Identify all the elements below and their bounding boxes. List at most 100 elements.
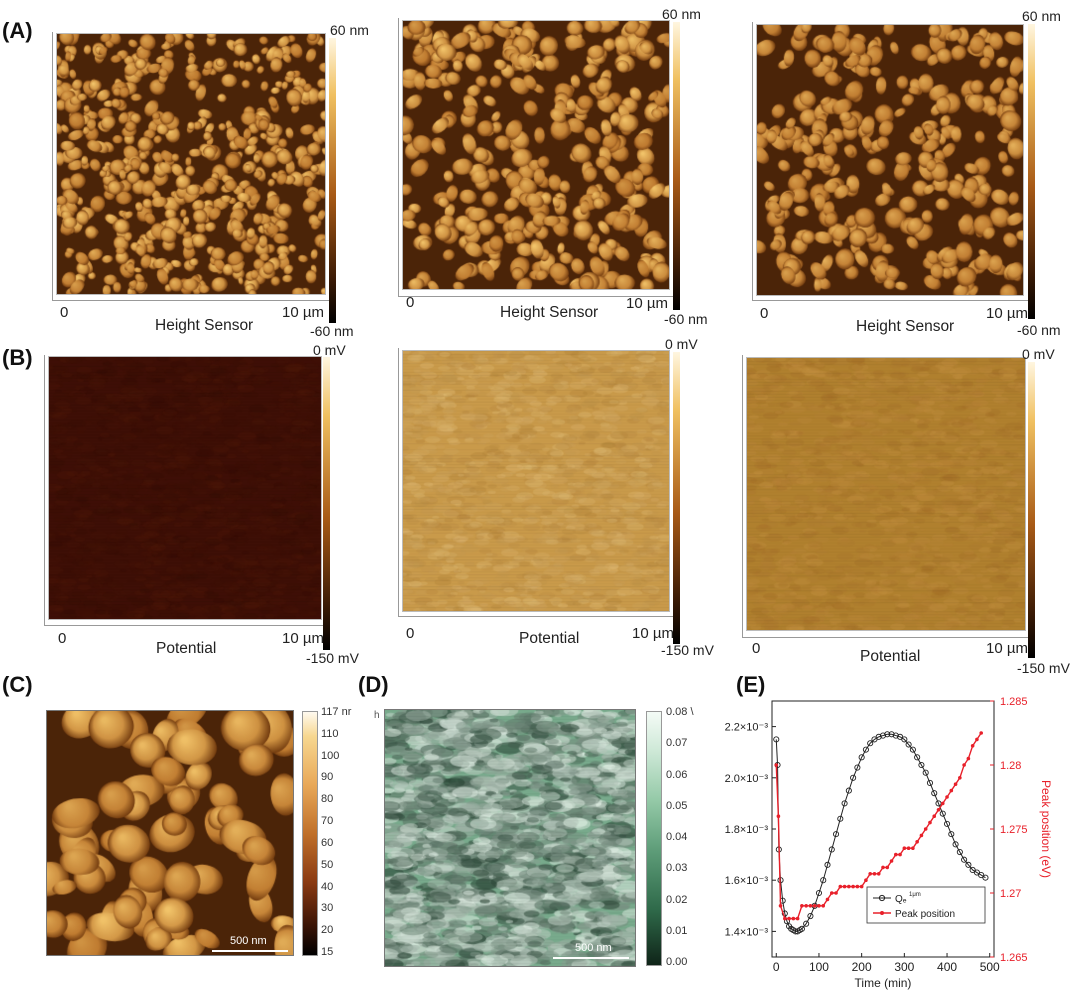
- qe-point: [867, 740, 874, 747]
- colorbar-c-tick: 30: [321, 902, 334, 915]
- scale-b2-min: 0: [406, 625, 415, 642]
- peak-point: [949, 788, 954, 793]
- colorbar-d-tick: 0.04: [666, 831, 688, 843]
- peak-point: [864, 878, 868, 882]
- height-colorbar-a3: [1028, 24, 1035, 319]
- x-axis-label: Time (min): [855, 976, 912, 990]
- peak-point: [808, 904, 813, 908]
- peak-point: [829, 891, 834, 895]
- qe-point: [901, 736, 908, 743]
- colorbar-b3-bottom: -150 mV: [1017, 660, 1070, 676]
- peak-point: [958, 776, 962, 780]
- height-map-a3: [756, 24, 1024, 296]
- colorbar-c-tick: 80: [321, 793, 334, 806]
- qe-point: [892, 732, 899, 739]
- height-map-a1: [56, 33, 326, 295]
- peak-point: [911, 846, 915, 850]
- qe-point: [837, 815, 844, 822]
- qe-point: [807, 912, 814, 920]
- qe-point: [798, 925, 805, 932]
- caption-a3: Height Sensor: [856, 318, 955, 335]
- qe-point: [973, 869, 980, 876]
- peak-point: [872, 872, 877, 876]
- peak-point: [979, 731, 983, 735]
- peak-point: [787, 916, 791, 921]
- peak-point: [906, 846, 911, 850]
- qe-point: [931, 790, 938, 797]
- qe-point: [854, 764, 861, 771]
- map-b1-frame: [44, 355, 327, 626]
- peak-point: [825, 897, 830, 902]
- scalebar-d-label: 500 nm: [575, 942, 612, 954]
- colorbar-c-tick: 110: [321, 727, 339, 740]
- colorbar-a3-top: 60 nm: [1022, 8, 1061, 24]
- legend-qe-superscript: 1μm: [909, 892, 921, 898]
- caption-b3: Potential: [860, 648, 921, 665]
- height-colorbar-a1: [329, 38, 336, 323]
- colorbar-c-tick: 15: [321, 946, 334, 958]
- scalebar-d-line: [553, 957, 629, 959]
- peak-point: [876, 872, 881, 876]
- colorbar-b1-bottom: -150 mV: [306, 650, 359, 666]
- colorbar-a1-bottom: -60 nm: [310, 323, 354, 339]
- y-left-tick-label: 1.8×10⁻³: [725, 824, 769, 836]
- peak-point: [834, 891, 838, 895]
- qe-point: [905, 741, 912, 748]
- peak-point: [945, 795, 949, 799]
- qe-point: [961, 856, 968, 863]
- peak-point: [962, 763, 966, 767]
- scale-a3-max: 10 µm: [986, 305, 1028, 322]
- colorbar-c-tick: 50: [321, 858, 334, 871]
- height-map-a2: [402, 20, 670, 290]
- qe-point: [926, 779, 934, 786]
- peak-point: [855, 884, 860, 889]
- panel-e-letter: (E): [736, 672, 766, 697]
- x-tick-label: 100: [809, 960, 829, 974]
- y-right-tick-label: 1.28: [1000, 760, 1021, 772]
- legend-qe-marker: [878, 894, 886, 902]
- caption-b2: Potential: [519, 630, 580, 647]
- map-b3-frame: [742, 355, 1029, 638]
- scale-a2-max: 10 µm: [626, 295, 668, 312]
- scalebar-c-line: [212, 950, 288, 952]
- colorbar-d-tick: 0.05: [666, 799, 688, 812]
- peak-point: [885, 865, 890, 870]
- colorbar-c-tick: 100: [321, 749, 340, 762]
- colorbar-c-tick: 40: [321, 880, 334, 893]
- qe-point: [841, 800, 848, 807]
- peak-point: [889, 859, 894, 863]
- qe-point: [922, 769, 929, 776]
- height-colorbar-a2: [673, 22, 680, 310]
- colorbar-c-tick: 117 nr: [321, 706, 352, 718]
- y-right-tick-label: 1.27: [1000, 888, 1021, 900]
- y-right-tick-label: 1.285: [1000, 696, 1028, 708]
- panel-a-letter: (A): [2, 18, 33, 43]
- scale-a2-min: 0: [406, 294, 415, 311]
- caption-b1: Potential: [156, 640, 217, 657]
- qe-point: [978, 872, 985, 879]
- caption-a2: Height Sensor: [500, 304, 599, 321]
- peak-point: [966, 756, 971, 761]
- y-right-tick-label: 1.265: [1000, 952, 1028, 964]
- qe-point: [871, 736, 878, 743]
- peak-point: [923, 827, 928, 831]
- qe-point: [828, 846, 835, 853]
- scale-b3-min: 0: [752, 640, 761, 657]
- afm-topography-c: [46, 710, 294, 956]
- peak-point: [932, 814, 937, 818]
- peak-point: [804, 904, 808, 908]
- qe-point: [879, 732, 887, 739]
- peak-point: [821, 904, 826, 908]
- potential-colorbar-b2: [673, 352, 680, 644]
- legend-box: [866, 886, 986, 924]
- peak-point: [868, 872, 872, 876]
- map-a1-frame: [52, 32, 331, 301]
- y-left-tick-label: 1.4×10⁻³: [725, 926, 769, 938]
- peak-point: [915, 840, 919, 844]
- colorbar-c-tick: 60: [321, 836, 334, 849]
- colorbar-a1-top: 60 nm: [330, 22, 369, 38]
- colorbar-d-tick: 0.07: [666, 737, 688, 750]
- qe-point: [850, 774, 857, 781]
- qe-point: [884, 731, 891, 738]
- legend-peak-marker: [880, 911, 884, 915]
